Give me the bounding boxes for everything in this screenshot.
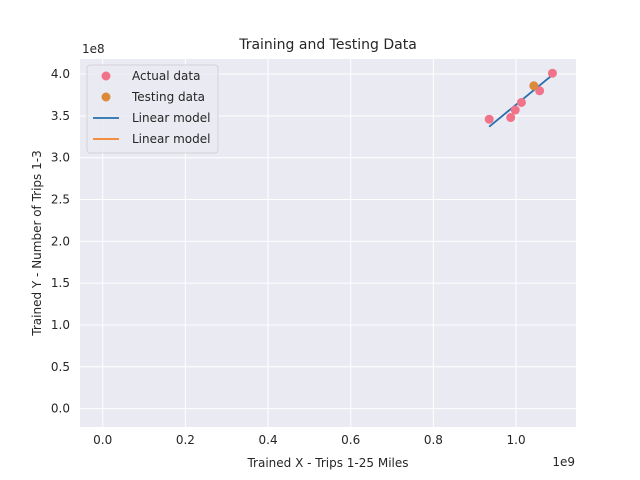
y-tick-label: 3.0 <box>51 151 70 165</box>
legend-label-3: Linear model <box>132 132 210 146</box>
legend-label-1: Testing data <box>131 90 205 104</box>
legend-label-2: Linear model <box>132 111 210 125</box>
legend: Actual data Testing data Linear model Linea… <box>86 64 219 154</box>
y-axis-label: Trained Y - Number of Trips 1-3 <box>30 150 44 336</box>
y-tick-label: 4.0 <box>51 67 70 81</box>
x-tick-label: 0.6 <box>341 433 360 447</box>
y-tick-label: 1.5 <box>51 276 70 290</box>
x-tick-label: 0.4 <box>259 433 278 447</box>
series-0-point-3 <box>516 97 526 107</box>
x-tick-label: 0.0 <box>93 433 112 447</box>
legend-marker-0 <box>101 71 111 81</box>
legend-frame <box>86 64 219 154</box>
y-tick-label: 2.0 <box>51 234 70 248</box>
y-offset-label: 1e8 <box>82 42 105 56</box>
series-0-point-5 <box>547 68 557 78</box>
series-0-point-2 <box>510 105 520 115</box>
grid <box>80 59 576 427</box>
y-tick-label: 3.5 <box>51 109 70 123</box>
chart-title: Training and Testing Data <box>238 37 417 53</box>
x-tick-label: 0.2 <box>176 433 195 447</box>
y-tick-label: 0.0 <box>51 402 70 416</box>
series-0-point-1 <box>506 113 516 123</box>
y-tick-label: 2.5 <box>51 193 70 207</box>
x-offset-label: 1e9 <box>552 455 575 469</box>
marks <box>484 68 557 128</box>
ticks: 0.0 0.2 0.4 0.6 0.8 1.0 0.0 0.5 1.0 1.5 2.0 2.5 3.0 3… <box>51 67 526 447</box>
y-tick-label: 0.5 <box>51 360 70 374</box>
series-1-point-0 <box>529 81 539 91</box>
x-tick-label: 1.0 <box>507 433 526 447</box>
legend-marker-1 <box>101 92 111 102</box>
legend-label-0: Actual data <box>132 69 200 83</box>
x-axis-label: Trained X - Trips 1-25 Miles <box>246 456 408 470</box>
y-tick-label: 1.0 <box>51 318 70 332</box>
series-0-point-0 <box>484 114 494 124</box>
x-tick-label: 0.8 <box>424 433 443 447</box>
